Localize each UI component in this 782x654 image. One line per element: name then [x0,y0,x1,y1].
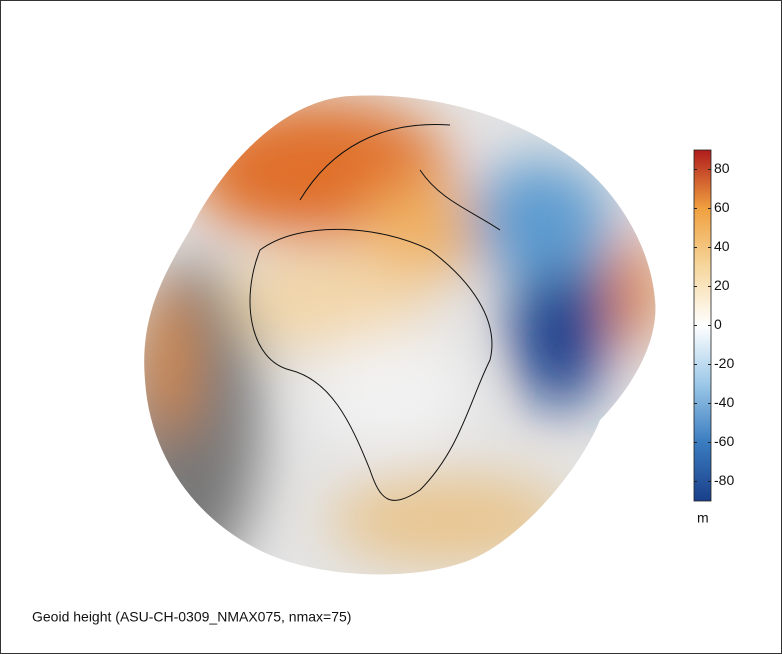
tick-label: 80 [714,160,730,176]
caption: Geoid height (ASU-CH-0309_NMAX075, nmax=… [32,609,351,625]
colorbar-unit: m [697,510,709,526]
tick-label: -20 [714,355,734,371]
tick-label: -60 [714,433,734,449]
tick-label: 60 [714,199,730,215]
geoid-globe [144,95,656,575]
tick-label: -80 [714,472,734,488]
tick-label: 0 [714,316,722,332]
tick-label: 40 [714,238,730,254]
tick-label: -40 [714,394,734,410]
tick-label: 20 [714,277,730,293]
